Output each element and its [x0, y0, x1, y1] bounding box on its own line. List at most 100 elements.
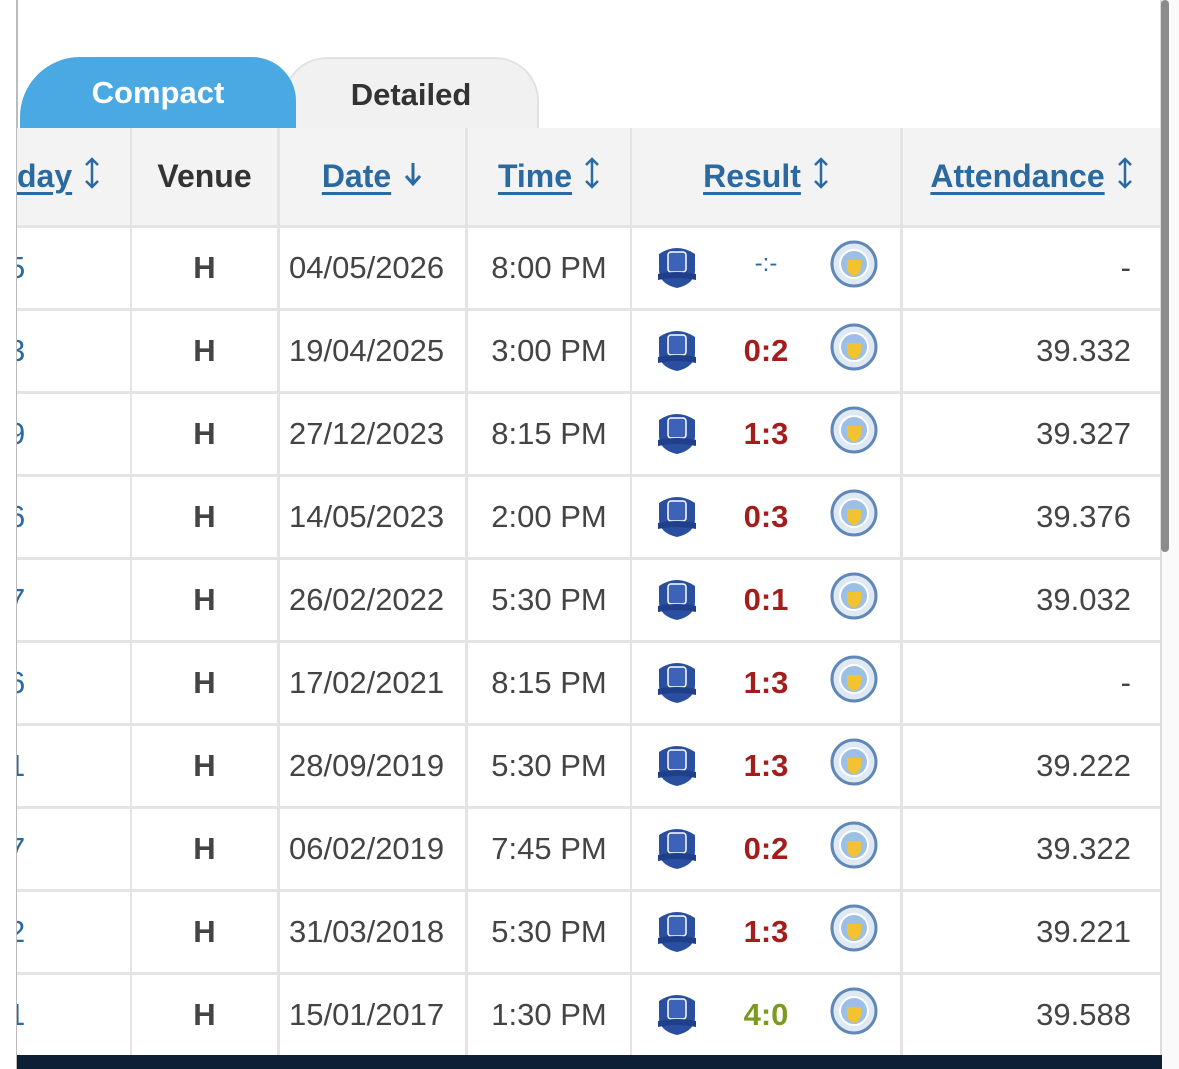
attendance-cell: - [903, 643, 1160, 723]
away-crest[interactable] [830, 738, 878, 794]
score[interactable]: 1:3 [743, 665, 789, 700]
matchday-cell: 2 [17, 892, 130, 972]
time: 5:30 PM [491, 914, 607, 949]
matchday-link[interactable]: 2 [17, 914, 25, 950]
sort-link[interactable]: Result [703, 158, 801, 194]
matchday-link[interactable]: 5 [17, 250, 25, 286]
time: 8:00 PM [491, 250, 607, 285]
score[interactable]: 0:2 [743, 333, 789, 368]
time: 5:30 PM [491, 582, 607, 617]
sort-link[interactable]: Attendance [930, 158, 1105, 194]
away-crest[interactable] [830, 406, 878, 462]
sort-icon[interactable] [1117, 156, 1133, 198]
tab-compact[interactable]: Compact [20, 57, 296, 129]
venue: H [193, 416, 216, 451]
score[interactable]: 1:3 [743, 416, 789, 451]
header-cell: Attendance [903, 128, 1160, 225]
home-crest[interactable] [654, 904, 700, 962]
sort-icon[interactable] [84, 156, 100, 198]
date-cell: 06/02/2019 [280, 809, 465, 889]
date: 06/02/2019 [289, 831, 445, 866]
attendance-cell: 39.376 [903, 477, 1160, 557]
venue-cell: H [132, 892, 277, 972]
matchday-link[interactable]: 7 [17, 831, 25, 867]
result-cell: 4:0 [632, 975, 900, 1055]
time-cell: 8:15 PM [468, 394, 630, 474]
matchday-link[interactable]: 7 [17, 582, 25, 618]
sort-icon[interactable] [584, 156, 600, 198]
matchday-cell: 7 [17, 809, 130, 889]
away-crest[interactable] [830, 904, 878, 960]
attendance: 39.032 [1036, 582, 1131, 617]
matchday-cell: 1 [17, 726, 130, 806]
date: 28/09/2019 [289, 748, 445, 783]
header-cell: Date [280, 128, 465, 225]
away-crest[interactable] [830, 987, 878, 1043]
attendance: 39.376 [1036, 499, 1131, 534]
attendance: 39.221 [1036, 914, 1131, 949]
date-cell: 14/05/2023 [280, 477, 465, 557]
matchday-link[interactable]: 3 [17, 333, 25, 369]
matchday-link[interactable]: 6 [17, 499, 25, 535]
matchday-cell: 5 [17, 228, 130, 308]
home-crest[interactable] [654, 572, 700, 630]
result-cell: 0:2 [632, 311, 900, 391]
score[interactable]: 0:2 [743, 831, 789, 866]
time-cell: 5:30 PM [468, 726, 630, 806]
matchday-cell: 1 [17, 975, 130, 1055]
away-crest[interactable] [830, 572, 878, 628]
tab-detailed[interactable]: Detailed [283, 57, 539, 131]
date: 31/03/2018 [289, 914, 445, 949]
sort-link[interactable]: Date [321, 158, 392, 194]
home-crest[interactable] [654, 240, 700, 298]
home-crest[interactable] [654, 406, 700, 464]
score[interactable]: -:- [754, 250, 778, 277]
date-cell: 19/04/2025 [280, 311, 465, 391]
home-crest[interactable] [654, 655, 700, 713]
score[interactable]: 4:0 [743, 997, 789, 1032]
matchday-cell: 6 [17, 643, 130, 723]
time: 8:15 PM [491, 665, 607, 700]
away-crest[interactable] [830, 240, 878, 296]
home-crest[interactable] [654, 323, 700, 381]
footer-bar [17, 1055, 1162, 1069]
scrollbar-thumb[interactable] [1161, 0, 1169, 552]
result-cell: 0:3 [632, 477, 900, 557]
sort-icon[interactable] [813, 156, 829, 198]
matchday-link[interactable]: 1 [17, 748, 25, 784]
matchday-link[interactable]: 1 [17, 997, 25, 1033]
home-crest[interactable] [654, 738, 700, 796]
matchday-link[interactable]: 6 [17, 665, 25, 701]
header-cell: Venue [132, 128, 277, 225]
away-crest[interactable] [830, 821, 878, 877]
date: 17/02/2021 [289, 665, 445, 700]
home-crest[interactable] [654, 489, 700, 547]
sort-icon[interactable] [403, 158, 423, 195]
result-cell: 1:3 [632, 643, 900, 723]
score[interactable]: 0:1 [743, 582, 789, 617]
date: 04/05/2026 [289, 250, 445, 285]
away-crest[interactable] [830, 489, 878, 545]
date-cell: 26/02/2022 [280, 560, 465, 640]
score[interactable]: 0:3 [743, 499, 789, 534]
score[interactable]: 1:3 [743, 748, 789, 783]
matchday-link[interactable]: 9 [17, 416, 25, 452]
score[interactable]: 1:3 [743, 914, 789, 949]
venue-cell: H [132, 228, 277, 308]
sort-link[interactable]: Time [497, 158, 573, 194]
date-cell: 15/01/2017 [280, 975, 465, 1055]
attendance-cell: 39.327 [903, 394, 1160, 474]
date: 27/12/2023 [289, 416, 445, 451]
attendance-cell: 39.221 [903, 892, 1160, 972]
away-crest[interactable] [830, 323, 878, 379]
header-text: Venue [157, 158, 252, 194]
away-crest[interactable] [830, 655, 878, 711]
sort-link[interactable]: day [17, 158, 73, 194]
header-cell: day [17, 128, 130, 225]
home-crest[interactable] [654, 821, 700, 879]
venue: H [193, 914, 216, 949]
time: 8:15 PM [491, 416, 607, 451]
attendance: - [1120, 665, 1131, 700]
home-crest[interactable] [654, 987, 700, 1045]
